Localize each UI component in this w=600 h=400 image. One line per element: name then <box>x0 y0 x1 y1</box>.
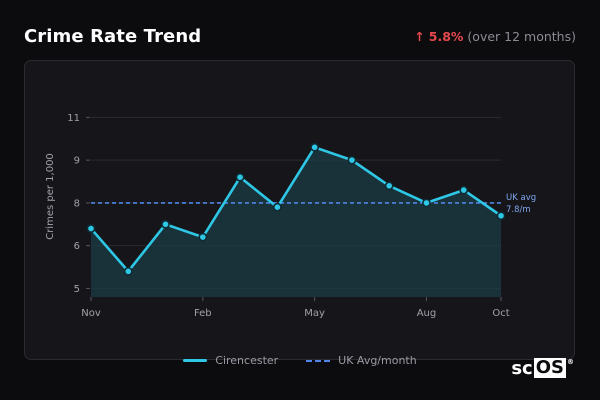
x-tick-label: May <box>304 308 325 319</box>
data-point <box>496 211 506 221</box>
x-tick-label: Aug <box>417 308 437 319</box>
data-point <box>235 172 245 182</box>
brand-logo: sc OS ® <box>511 357 574 380</box>
data-point <box>86 224 96 233</box>
trend-period: (over 12 months) <box>467 29 576 44</box>
data-point <box>384 181 394 191</box>
x-tick-label: Feb <box>194 308 212 319</box>
data-point <box>310 142 320 152</box>
legend-swatch-series <box>183 359 208 362</box>
legend-item-series: Cirencester <box>183 354 278 367</box>
x-tick-label: Nov <box>81 308 101 319</box>
trend-change-value: 5.8% <box>428 29 464 44</box>
y-tick-label: 6 <box>74 241 80 252</box>
data-point <box>422 198 431 208</box>
data-point <box>459 185 469 195</box>
trend-summary: ↑ 5.8% (over 12 months) <box>414 29 576 44</box>
data-point <box>123 266 133 276</box>
legend-label-reference: UK Avg/month <box>338 354 417 367</box>
legend-item-reference: UK Avg/month <box>306 354 417 367</box>
data-point <box>272 202 282 212</box>
y-tick-label: 8 <box>74 198 80 209</box>
series-area <box>91 147 501 297</box>
series-line <box>89 146 503 273</box>
chart-legend: Cirencester UK Avg/month <box>0 354 600 367</box>
legend-swatch-reference <box>306 359 331 362</box>
y-tick-label: 5 <box>74 284 80 295</box>
brand-prefix: sc <box>511 358 533 379</box>
y-axis-label: Crimes per 1,000 <box>45 153 56 240</box>
data-point <box>161 219 170 229</box>
y-tick-label: 11 <box>67 113 80 124</box>
reference-annotation-value: 7.8/m <box>506 205 531 215</box>
trend-up-arrow: ↑ <box>414 29 425 44</box>
data-point <box>347 155 357 165</box>
y-tick-label: 9 <box>74 156 80 167</box>
data-point <box>198 232 208 242</box>
page-title: Crime Rate Trend <box>24 26 202 47</box>
brand-boxed: OS <box>533 357 566 378</box>
legend-label-series: Cirencester <box>215 354 279 367</box>
x-tick-label: Oct <box>492 308 509 319</box>
reference-annotation-name: UK avg <box>506 193 536 203</box>
brand-registered-mark: ® <box>567 358 574 366</box>
